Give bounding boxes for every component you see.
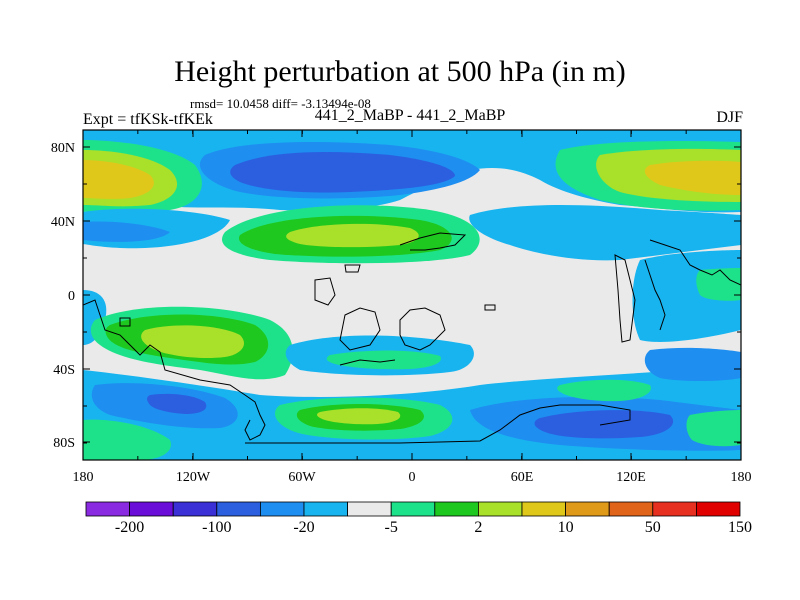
axis-tick-labels: 80N 40N 0 40S 80S 180 120W 60W 0 60E 120E 180: [51, 141, 752, 485]
contour-field: [83, 130, 741, 460]
colorbar-swatch: [259, 501, 305, 517]
run-comparison-label: 441_2_MaBP - 441_2_MaBP: [314, 107, 506, 124]
green-contour-east-antarctic: [686, 410, 741, 447]
colorbar-swatch: [477, 501, 523, 517]
coastline-central-america: [314, 277, 336, 306]
colorbar-labels: -200 -100 -20 -5 2 10 50 150: [115, 519, 752, 536]
green-contour-south-atlantic-east: [557, 379, 651, 402]
orange-contour-northwest: [83, 160, 154, 199]
colorbar-swatch: [347, 501, 392, 517]
colorbar-swatch: [434, 501, 479, 517]
colorbar-swatch: [216, 501, 261, 517]
coastline-island-3: [119, 317, 131, 327]
lon-tick-label: 60W: [288, 470, 316, 485]
coastline-eurasia: [399, 232, 467, 251]
coastline-west-pacific-islands: [644, 259, 666, 331]
colorbar-swatch: [129, 501, 174, 517]
colorbar-swatch: [608, 501, 654, 517]
lon-tick-label: 0: [409, 470, 416, 485]
lon-tick-label: 180: [73, 470, 94, 485]
colorbar-label: 2: [474, 519, 482, 536]
cyan-contour-east-midlat: [469, 205, 741, 261]
yellow-contour-south-pacific: [141, 325, 245, 359]
axis-ticks: [82, 130, 742, 460]
colorbar-swatch: [696, 501, 741, 517]
teal-contour-east-tropics: [696, 268, 741, 301]
colorbar-label: 50: [645, 519, 661, 536]
colorbar-swatch: [565, 501, 610, 517]
colorbar-label: 150: [728, 519, 752, 536]
coastline-island-1: [344, 264, 361, 273]
dark-blue-contour-north: [230, 152, 455, 193]
lat-tick-label: 0: [68, 289, 75, 304]
green-contour-antarctic-west: [83, 419, 171, 460]
colorbar-swatch: [390, 501, 436, 517]
season-label: DJF: [716, 109, 743, 126]
stats-line: rmsd= 10.0458 diff= -3.13494e-08: [190, 96, 371, 111]
lon-tick-label: 120W: [176, 470, 211, 485]
blue-contour-south-pacific-east: [644, 347, 741, 381]
green-contour-south-atlantic: [326, 350, 441, 370]
colorbar-swatch: [172, 501, 218, 517]
colorbar-label: -100: [202, 519, 231, 536]
dark-blue-contour-south-west: [147, 393, 207, 414]
lon-tick-label: 180: [731, 470, 752, 485]
coastline-antarctica: [245, 404, 631, 444]
colorbar-label: -200: [115, 519, 144, 536]
coastline-australia: [614, 254, 636, 343]
yellow-contour-antarctic-central: [317, 408, 401, 425]
coastline-island-2: [484, 304, 496, 311]
colorbar: [85, 501, 741, 517]
plot-title: Height perturbation at 500 hPa (in m): [174, 55, 626, 88]
lon-tick-label: 120E: [616, 470, 646, 485]
colorbar-label: -20: [293, 519, 314, 536]
colorbar-label: 10: [558, 519, 574, 536]
colorbar-swatch: [303, 501, 348, 517]
lat-tick-label: 40N: [51, 215, 75, 230]
lat-tick-label: 80S: [53, 436, 75, 451]
colorbar-swatch: [85, 501, 130, 517]
coastline-asia-east: [649, 239, 741, 286]
experiment-label: Expt = tfKSk-tfKEk: [83, 111, 213, 128]
colorbar-swatch: [521, 501, 566, 517]
orange-contour-northeast: [644, 160, 741, 195]
lat-tick-label: 80N: [51, 141, 75, 156]
coastline-south-atlantic-line: [339, 359, 396, 366]
coastline-south-america: [339, 307, 381, 351]
lon-tick-label: 60E: [511, 470, 534, 485]
colorbar-swatch: [652, 501, 697, 517]
coastline-africa: [399, 307, 446, 351]
coastlines: [83, 232, 741, 444]
colorbar-label: -5: [385, 519, 398, 536]
yellow-contour-40n: [286, 223, 419, 248]
lat-tick-label: 40S: [53, 363, 75, 378]
blue-contour-midlat-west: [83, 221, 170, 242]
coastline-north-america: [83, 299, 266, 441]
